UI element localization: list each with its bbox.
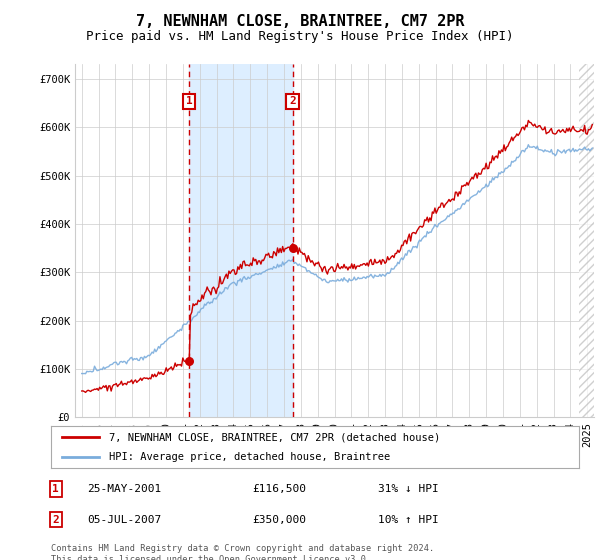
Point	[288, 244, 298, 253]
Polygon shape	[579, 64, 594, 417]
Text: 7, NEWNHAM CLOSE, BRAINTREE, CM7 2PR: 7, NEWNHAM CLOSE, BRAINTREE, CM7 2PR	[136, 14, 464, 29]
Text: Contains HM Land Registry data © Crown copyright and database right 2024.
This d: Contains HM Land Registry data © Crown c…	[51, 544, 434, 560]
Text: 25-MAY-2001: 25-MAY-2001	[87, 484, 161, 494]
Text: 2: 2	[52, 515, 59, 525]
Bar	[189, 64, 293, 417]
Text: £350,000: £350,000	[252, 515, 306, 525]
Text: 10% ↑ HPI: 10% ↑ HPI	[378, 515, 439, 525]
Text: 2: 2	[289, 96, 296, 106]
Text: 1: 1	[186, 96, 193, 106]
Point	[184, 356, 194, 365]
Text: £116,500: £116,500	[252, 484, 306, 494]
Text: 31% ↓ HPI: 31% ↓ HPI	[378, 484, 439, 494]
Text: HPI: Average price, detached house, Braintree: HPI: Average price, detached house, Brai…	[109, 452, 391, 462]
Text: 7, NEWNHAM CLOSE, BRAINTREE, CM7 2PR (detached house): 7, NEWNHAM CLOSE, BRAINTREE, CM7 2PR (de…	[109, 432, 440, 442]
Text: 1: 1	[52, 484, 59, 494]
Text: Price paid vs. HM Land Registry's House Price Index (HPI): Price paid vs. HM Land Registry's House …	[86, 30, 514, 43]
Text: 05-JUL-2007: 05-JUL-2007	[87, 515, 161, 525]
